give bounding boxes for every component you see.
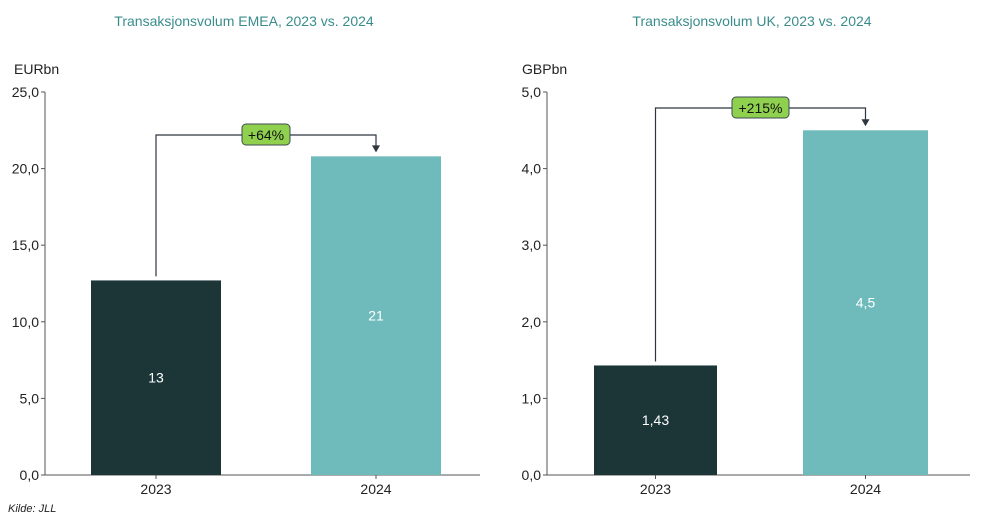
y-axis-unit-label: EURbn	[14, 61, 59, 77]
y-tick-label: 2,0	[522, 314, 542, 330]
chart-title: Transaksjonsvolum UK, 2023 vs. 2024	[632, 13, 871, 29]
bar-data-label: 13	[148, 370, 164, 386]
growth-badge-label: +64%	[248, 127, 284, 143]
x-tick-label: 2023	[140, 481, 171, 497]
bar-data-label: 21	[368, 308, 384, 324]
y-tick-label: 4,0	[522, 161, 542, 177]
bar-data-label: 1,43	[642, 412, 669, 428]
y-tick-label: 0,0	[522, 467, 542, 483]
y-tick-label: 5,0	[20, 390, 40, 406]
y-axis-unit-label: GBPbn	[522, 61, 567, 77]
arrow-down-icon	[372, 145, 380, 153]
bar-2024	[311, 156, 441, 475]
y-tick-label: 10,0	[12, 314, 39, 330]
y-tick-label: 0,0	[20, 467, 40, 483]
y-tick-label: 15,0	[12, 237, 39, 253]
x-tick-label: 2024	[360, 481, 391, 497]
growth-badge	[241, 123, 291, 146]
bar-2023	[91, 280, 221, 475]
x-tick-label: 2023	[640, 481, 671, 497]
source-note: Kilde: JLL	[8, 503, 57, 515]
bar-data-label: 4,5	[856, 295, 876, 311]
growth-badge-label: +215%	[739, 100, 783, 116]
x-tick-label: 2024	[850, 481, 881, 497]
y-tick-label: 20,0	[12, 161, 39, 177]
growth-badge	[731, 96, 790, 119]
y-tick-label: 5,0	[522, 84, 542, 100]
arrow-down-icon	[861, 119, 870, 127]
y-tick-label: 25,0	[12, 84, 39, 100]
y-tick-label: 1,0	[522, 390, 542, 406]
bar-2024	[803, 130, 928, 476]
bar-2023	[594, 365, 717, 475]
y-tick-label: 3,0	[522, 237, 542, 253]
chart-title: Transaksjonsvolum EMEA, 2023 vs. 2024	[114, 13, 374, 29]
